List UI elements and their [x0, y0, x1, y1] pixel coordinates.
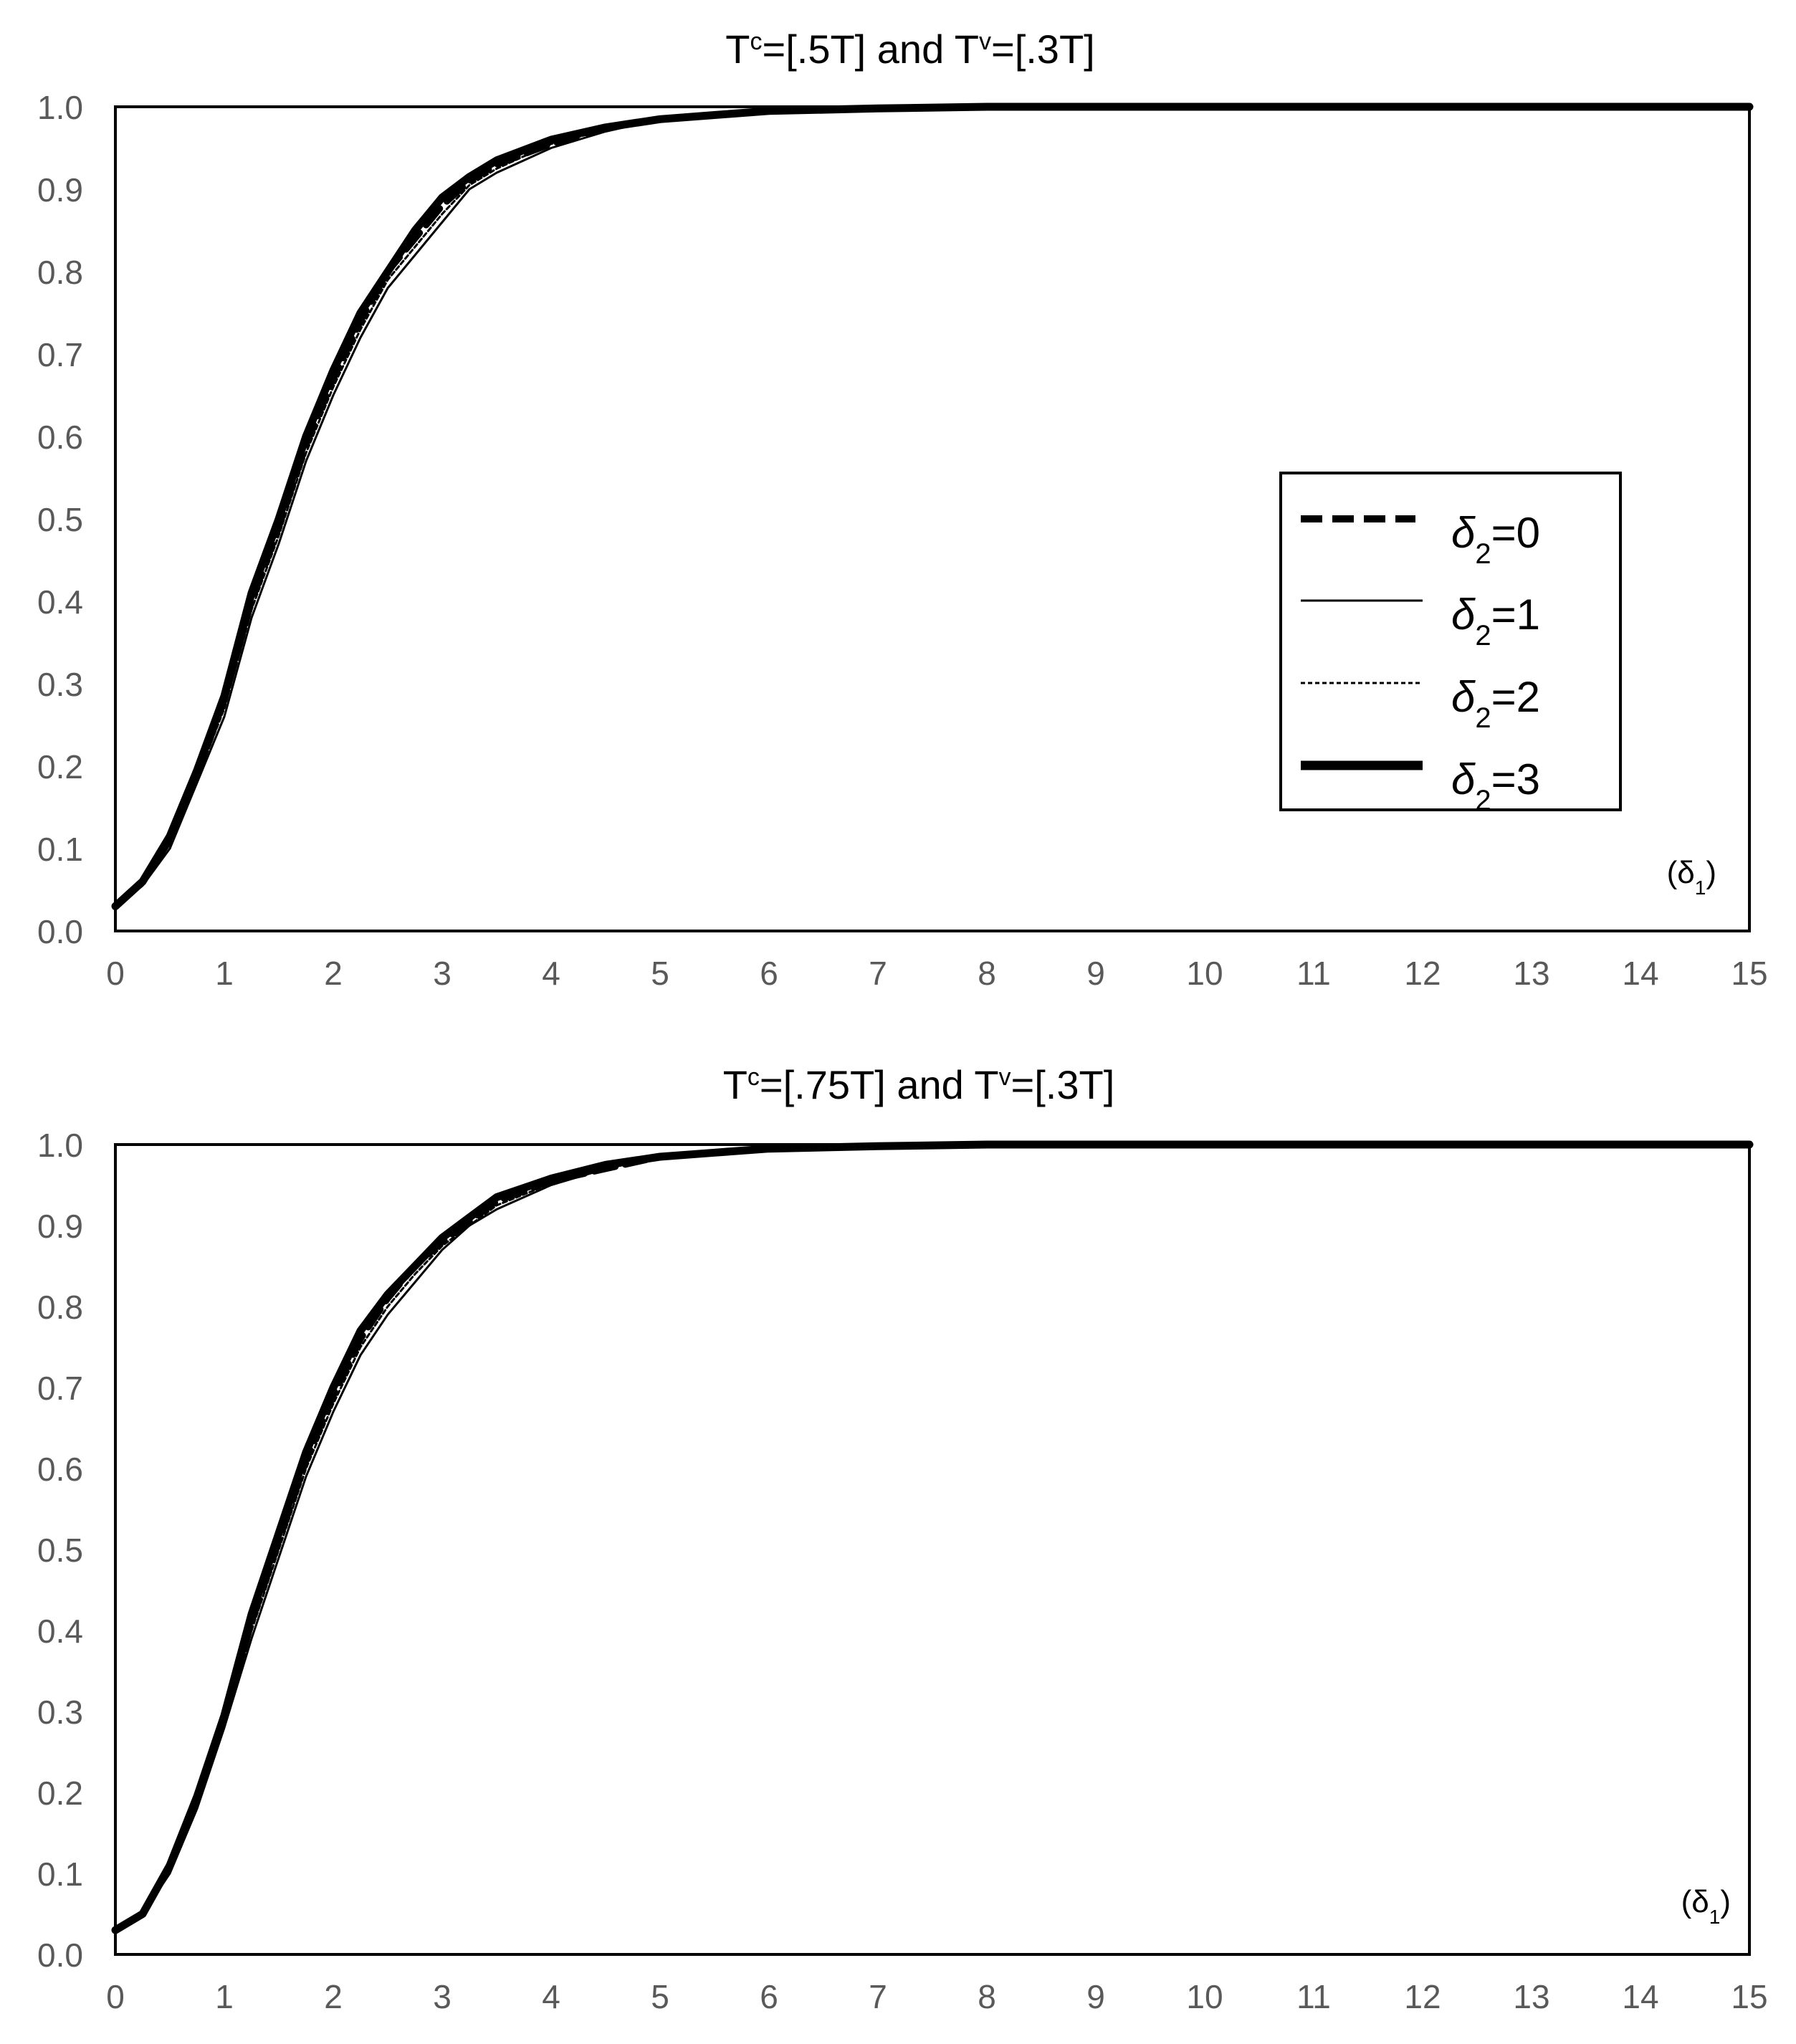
y-tick-label: 0.7 — [37, 1370, 83, 1407]
y-tick-label: 0.7 — [37, 336, 83, 373]
x-tick-label: 7 — [869, 955, 887, 992]
y-tick-label: 1.0 — [37, 89, 83, 126]
x-tick-label: 13 — [1513, 1978, 1549, 2015]
legend: δ2=0 δ2=1 δ2=2 δ2=3 — [1279, 472, 1622, 816]
y-tick-label: 0.8 — [37, 254, 83, 291]
y-tick-label: 0.4 — [37, 583, 83, 621]
series-line-delta2-3 — [111, 1140, 1754, 1934]
y-tick-label: 0.6 — [37, 419, 83, 456]
x-axis-label: (δ1) — [1667, 855, 1716, 899]
x-tick-label: 2 — [324, 1978, 343, 2015]
y-tick-label: 0.4 — [37, 1613, 83, 1650]
x-tick-label: 15 — [1731, 1978, 1767, 2015]
y-tick-label: 0.0 — [37, 1936, 83, 1974]
y-tick-label: 0.8 — [37, 1289, 83, 1326]
x-tick-label: 7 — [869, 1978, 887, 2015]
x-tick-label: 11 — [1296, 955, 1331, 992]
x-tick-label: 9 — [1086, 955, 1105, 992]
legend-box — [1279, 472, 1622, 811]
x-axis-label: (δ1) — [1681, 1884, 1731, 1928]
series-lines — [111, 102, 1754, 910]
x-tick-label: 14 — [1622, 1978, 1658, 2015]
x-tick-label: 15 — [1731, 955, 1767, 992]
y-tick-label: 0.3 — [37, 1694, 83, 1731]
x-tick-label: 3 — [433, 955, 452, 992]
legend-label-delta2-3: δ2=3 — [1451, 755, 1540, 816]
x-tick-label: 5 — [651, 1978, 669, 2015]
legend-label-delta2-2: δ2=2 — [1451, 673, 1540, 734]
x-tick-label: 0 — [106, 955, 125, 992]
x-tick-label: 4 — [542, 1978, 560, 2015]
x-tick-label: 8 — [978, 1978, 996, 2015]
x-axis-ticks: 0 1 2 3 4 5 6 7 8 9 10 11 12 13 14 15 — [106, 955, 1767, 992]
x-tick-label: 12 — [1404, 1978, 1441, 2015]
y-tick-label: 0.3 — [37, 666, 83, 703]
x-tick-label: 6 — [760, 1978, 778, 2015]
x-tick-label: 9 — [1086, 1978, 1105, 2015]
series-line-delta2-3 — [111, 102, 1754, 910]
y-tick-label: 0.6 — [37, 1451, 83, 1488]
x-tick-label: 5 — [651, 955, 669, 992]
y-axis-ticks: 0.0 0.1 0.2 0.3 0.4 0.5 0.6 0.7 0.8 0.9 1.0 — [37, 89, 83, 950]
x-tick-label: 8 — [978, 955, 996, 992]
y-tick-label: 0.1 — [37, 1856, 83, 1893]
x-tick-label: 4 — [542, 955, 560, 992]
chart-title: Tc=[.75T] and Tv=[.3T] — [723, 1062, 1115, 1107]
legend-label-delta2-0: δ2=0 — [1451, 509, 1540, 570]
x-tick-label: 1 — [215, 955, 234, 992]
y-tick-label: 0.9 — [37, 171, 83, 209]
chart-panel-top: Tc=[.5T] and Tv=[.3T] 0.0 0.1 0.2 0.3 0.4 0.5… — [37, 27, 1768, 992]
y-axis-ticks: 0.0 0.1 0.2 0.3 0.4 0.5 0.6 0.7 0.8 0.9 1.0 — [37, 1127, 83, 1974]
legend-label-delta2-1: δ2=1 — [1451, 591, 1540, 651]
x-tick-label: 13 — [1513, 955, 1549, 992]
x-tick-label: 11 — [1296, 1978, 1331, 2015]
x-tick-label: 3 — [433, 1978, 452, 2015]
y-tick-label: 0.5 — [37, 1532, 83, 1569]
y-tick-label: 0.5 — [37, 501, 83, 538]
chart-title: Tc=[.5T] and Tv=[.3T] — [725, 27, 1094, 72]
x-tick-label: 1 — [215, 1978, 234, 2015]
x-tick-label: 0 — [106, 1978, 125, 2015]
y-tick-label: 0.9 — [37, 1208, 83, 1245]
y-tick-label: 0.0 — [37, 913, 83, 950]
y-tick-label: 0.2 — [37, 1775, 83, 1812]
y-tick-label: 0.1 — [37, 831, 83, 868]
y-tick-label: 1.0 — [37, 1127, 83, 1164]
x-tick-label: 12 — [1404, 955, 1441, 992]
x-tick-label: 6 — [760, 955, 778, 992]
x-axis-ticks: 0 1 2 3 4 5 6 7 8 9 10 11 12 13 14 15 — [106, 1978, 1767, 2015]
x-tick-label: 14 — [1622, 955, 1658, 992]
chart-panel-bottom: Tc=[.75T] and Tv=[.3T] 0.00.10.20.30.40.… — [37, 1062, 1768, 2015]
x-tick-label: 10 — [1186, 955, 1223, 992]
x-tick-label: 2 — [324, 955, 343, 992]
series-lines — [111, 1140, 1754, 1934]
x-tick-label: 10 — [1186, 1978, 1223, 2015]
y-tick-label: 0.2 — [37, 748, 83, 785]
